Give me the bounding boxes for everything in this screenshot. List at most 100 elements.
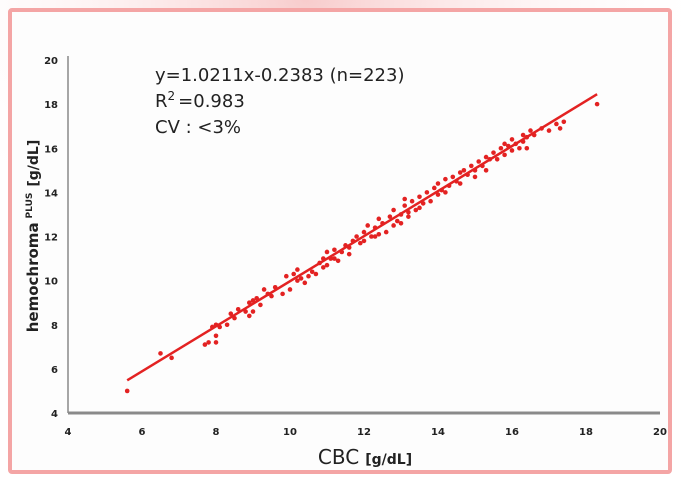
data-point — [287, 287, 293, 292]
y-tick-label: 18 — [44, 100, 58, 111]
x-tick-label: 8 — [213, 427, 220, 438]
data-point — [517, 145, 522, 151]
x-tick-label: 14 — [431, 427, 445, 438]
x-axis-title: CBC [g/dL] — [318, 445, 412, 469]
x-tick-label: 20 — [653, 427, 667, 438]
data-point — [387, 214, 393, 219]
data-point — [250, 309, 256, 314]
data-point — [213, 333, 219, 339]
data-point — [332, 256, 337, 261]
data-point — [417, 194, 422, 200]
data-point — [247, 313, 252, 319]
data-point — [554, 121, 559, 127]
data-point — [383, 229, 389, 235]
data-point — [369, 234, 374, 239]
data-point — [443, 190, 448, 195]
trendline — [126, 93, 598, 382]
data-point — [561, 119, 567, 125]
data-point — [509, 137, 515, 142]
data-point — [224, 322, 230, 328]
data-point — [435, 181, 441, 186]
data-point — [483, 154, 489, 160]
y-tick-label: 14 — [44, 188, 58, 199]
data-point — [546, 128, 552, 133]
data-point — [361, 238, 367, 244]
data-point — [428, 198, 433, 204]
data-point — [213, 340, 219, 345]
data-point — [494, 156, 500, 162]
data-point — [395, 218, 400, 224]
data-point — [502, 152, 507, 158]
y-tick-label: 10 — [44, 277, 58, 288]
data-point — [502, 141, 507, 147]
data-point — [228, 311, 234, 317]
data-point — [298, 276, 304, 281]
data-point — [557, 126, 563, 131]
r2-annotation: R2 =0.983 — [155, 89, 245, 112]
data-point — [476, 159, 482, 164]
data-point — [409, 198, 415, 204]
data-point — [124, 388, 130, 394]
data-point — [435, 192, 441, 197]
data-point — [284, 273, 289, 279]
data-point — [309, 269, 315, 275]
data-point — [302, 280, 308, 286]
data-point — [361, 229, 367, 235]
data-point — [335, 258, 341, 264]
data-point — [424, 190, 430, 195]
equation-annotation: y=1.0211x-0.2383 (n=223) — [155, 65, 404, 86]
y-tick-label: 6 — [51, 365, 58, 376]
data-point — [324, 249, 330, 255]
data-point — [365, 223, 371, 228]
x-tick-label: 10 — [283, 427, 297, 438]
data-point — [443, 176, 448, 182]
data-point — [594, 101, 600, 107]
data-point — [235, 307, 241, 312]
data-point — [258, 302, 263, 308]
data-point — [158, 351, 163, 356]
data-point — [332, 247, 337, 253]
data-point — [457, 181, 463, 186]
data-point — [524, 145, 530, 151]
cv-annotation: CV : <3% — [155, 117, 241, 138]
y-tick-label: 20 — [44, 56, 58, 67]
y-tick-label: 12 — [44, 233, 58, 244]
tick-labels: 4 6 8 10 12 14 16 18 20 4 6 8 10 12 14 16 18 20 — [44, 56, 667, 438]
data-point — [457, 170, 463, 175]
data-point — [295, 278, 300, 283]
data-point — [202, 342, 208, 347]
data-point — [324, 262, 330, 268]
data-point — [406, 214, 411, 219]
data-point — [346, 251, 352, 257]
x-tick-label: 6 — [139, 427, 146, 438]
data-point — [469, 163, 474, 169]
data-point — [417, 205, 422, 211]
y-tick-label: 4 — [51, 409, 58, 420]
data-point — [291, 271, 297, 277]
data-point — [269, 293, 274, 299]
data-points — [124, 101, 600, 394]
data-point — [413, 207, 419, 213]
data-point — [376, 216, 382, 222]
data-point — [483, 168, 489, 173]
data-point — [520, 132, 526, 138]
data-point — [358, 240, 363, 246]
data-point — [432, 185, 437, 191]
data-point — [354, 234, 359, 239]
data-point — [321, 265, 326, 270]
x-tick-label: 12 — [357, 427, 371, 438]
data-point — [461, 168, 467, 173]
data-point — [372, 234, 378, 239]
data-point — [391, 207, 396, 213]
data-point — [509, 148, 515, 153]
data-point — [391, 223, 396, 228]
data-point — [402, 196, 408, 202]
data-point — [528, 128, 533, 133]
x-tick-label: 16 — [505, 427, 519, 438]
data-point — [313, 271, 319, 277]
data-point — [398, 220, 404, 226]
data-point — [450, 174, 456, 180]
data-point — [169, 355, 174, 361]
data-point — [295, 267, 300, 272]
